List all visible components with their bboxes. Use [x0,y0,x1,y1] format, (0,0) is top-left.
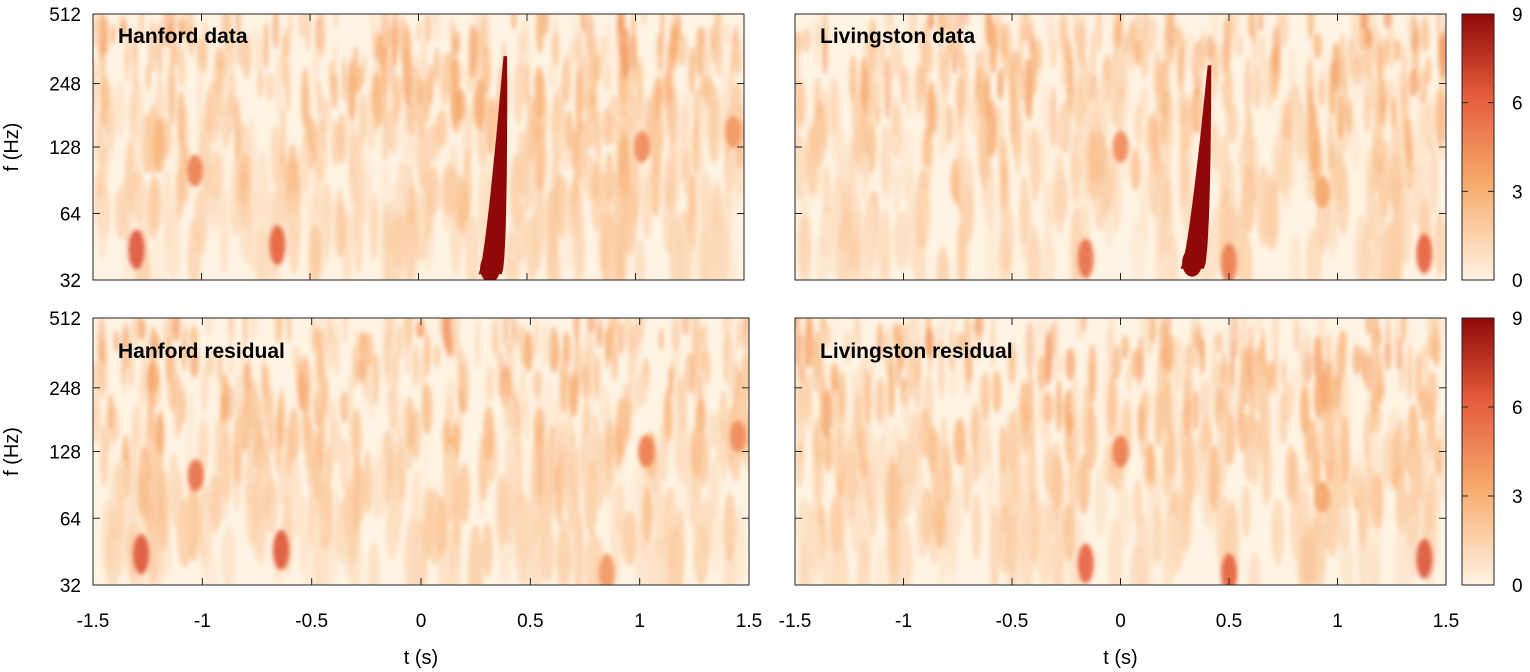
panel-0: 32 64 128 248 512 f (Hz) Hanford data [1,5,745,292]
colorbar-tick-label: 9 [1512,309,1523,330]
feature-blob [638,435,655,468]
feature-blob [1314,176,1331,209]
x-axis-label: t (s) [404,647,438,669]
y-tick-label: 128 [49,138,81,159]
feature-blob [634,131,651,163]
feature-blob [1112,435,1129,468]
colorbar-tick-label: 0 [1512,271,1523,292]
y-tick-label: 64 [60,205,82,226]
y-tick-label: 32 [60,271,81,292]
x-tick-label: -1 [194,611,211,632]
x-tick-label: 0 [416,611,427,632]
panel-label: Hanford data [118,25,248,48]
panel-label: Hanford residual [118,340,285,363]
colorbar-tick-label: 6 [1512,398,1523,419]
feature-blob [128,229,145,270]
feature-blob [133,534,150,575]
x-axis-label: t (s) [1103,647,1137,669]
feature-blob [1077,238,1094,279]
y-tick-label: 248 [49,379,81,400]
x-tick-label: 0.5 [517,611,543,632]
feature-blob [1416,538,1433,579]
colorbar-tick-label: 3 [1512,487,1523,508]
feature-blob [1314,480,1331,513]
colorbar-gradient [1461,13,1495,281]
colorbar-tick-label: 0 [1512,576,1523,597]
x-tick-label: 0 [1115,611,1126,632]
x-tick-label: 1.5 [736,611,762,632]
feature-blob [1112,131,1129,163]
y-tick-label: 32 [60,576,81,597]
colorbar-gradient [1461,317,1495,586]
colorbar: 0 3 6 9 [1461,5,1523,292]
x-tick-label: -1.5 [77,611,110,632]
noise-texture [93,318,749,585]
chirp-signal [478,56,508,275]
y-tick-label: 128 [49,443,81,464]
feature-blob [273,530,290,571]
feature-blob [269,225,286,266]
feature-blob [1221,553,1237,585]
colorbar-tick-label: 3 [1512,182,1523,203]
x-tick-label: 1.5 [1433,611,1459,632]
x-tick-label: -0.5 [295,611,328,632]
noise-texture [795,318,1446,585]
colorbar-tick-label: 6 [1512,94,1523,115]
colorbars: 0 3 6 9 0 3 6 9 [1461,5,1523,597]
feature-blob [1221,243,1237,280]
feature-blob [187,459,204,492]
x-tick-label: 0.5 [1216,611,1242,632]
feature-blob [1416,233,1433,274]
y-tick-label: 512 [49,5,81,26]
x-tick-label: -0.5 [996,611,1029,632]
x-tick-label: -1 [895,611,912,632]
colorbar: 0 3 6 9 [1461,309,1523,597]
feature-blob [730,420,747,453]
y-axis-label: f (Hz) [1,123,23,172]
y-tick-label: 64 [60,509,82,530]
feature-blob [725,115,742,148]
panel-3: -1.5 -1 -0.5 0 0.5 1 1.5 t (s) Livingston residu… [779,317,1459,669]
y-axis-label: f (Hz) [1,427,23,476]
x-tick-label: 1 [634,611,645,632]
x-tick-label: 1 [1332,611,1343,632]
feature-blob [1077,543,1094,584]
feature-blob [598,553,615,585]
panel-label: Livingston data [820,25,975,48]
panel-1: Livingston data [794,13,1447,281]
panel-2: -1.5 -1 -0.5 0 0.5 1 1.5 32 64 128 248 512 f (Hz) t (… [1,309,762,669]
y-tick-label: 512 [49,309,81,330]
y-tick-label: 248 [49,75,81,96]
spectrogram-panels: 32 64 128 248 512 f (Hz) Hanford data Livingsto… [1,5,1459,669]
feature-blob [186,154,203,187]
panel-label: Livingston residual [820,340,1013,363]
x-tick-label: -1.5 [779,611,812,632]
chirp-signal [1180,65,1212,269]
colorbar-tick-label: 9 [1512,5,1523,26]
